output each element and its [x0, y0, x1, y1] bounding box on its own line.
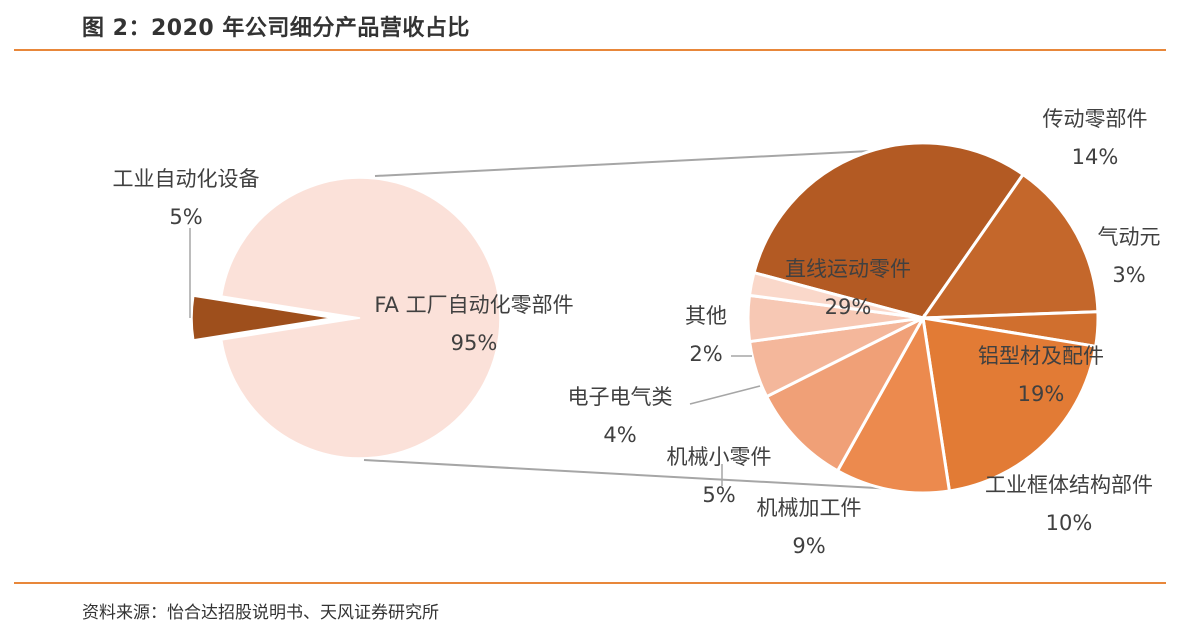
breakdown-6-name-label: 机械小零件	[667, 445, 772, 469]
breakdown-8-value-label: 2%	[689, 342, 722, 366]
breakdown-slice-0	[752, 141, 1026, 320]
data-labels: FA 工厂自动化零部件 95% 工业自动化设备 5% 直线运动零件 29% 传动零部件 14%…	[113, 107, 1161, 558]
leader-lines	[189, 228, 761, 486]
connector-top	[374, 146, 951, 177]
breakdown-5-value-label: 9%	[792, 534, 825, 558]
top-divider	[14, 49, 1166, 51]
breakdown-slice-8	[747, 270, 924, 320]
breakdown-2-name-label: 气动元	[1098, 225, 1161, 249]
breakdown-slice-5	[764, 314, 927, 473]
breakdown-8-name-label: 其他	[685, 304, 727, 328]
breakdown-pie	[746, 141, 1100, 495]
fa-parts-value-label: 95%	[451, 331, 498, 355]
breakdown-1-name-label: 传动零部件	[1043, 107, 1148, 131]
automation-equipment-name-label: 工业自动化设备	[113, 167, 260, 191]
chart-title: 图 2：2020 年公司细分产品营收占比	[82, 16, 470, 41]
automation-equipment-value-label: 5%	[169, 205, 202, 229]
main-slice-automation-equipment	[191, 295, 333, 341]
breakdown-1-value-label: 14%	[1072, 145, 1119, 169]
breakdown-5-name-label: 机械加工件	[757, 496, 862, 520]
breakdown-slice-3	[921, 316, 1098, 493]
breakdown-3-name-label: 铝型材及配件	[978, 344, 1104, 368]
source-note: 资料来源：怡合达招股说明书、天风证券研究所	[82, 603, 439, 623]
breakdown-4-name-label: 工业框体结构部件	[985, 473, 1153, 497]
breakdown-2-value-label: 3%	[1112, 263, 1145, 287]
bottom-divider	[14, 582, 1166, 584]
breakdown-slice-4	[835, 313, 952, 495]
connector-bottom	[363, 459, 913, 491]
breakdown-7-value-label: 4%	[603, 423, 636, 447]
breakdown-0-name-label: 直线运动零件	[785, 257, 911, 281]
connector-lines	[363, 146, 951, 491]
fa-parts-name-label: FA 工厂自动化零部件	[374, 293, 573, 317]
breakdown-6-value-label: 5%	[702, 483, 735, 507]
breakdown-7-name-label: 电子电气类	[568, 385, 673, 409]
main-pie	[191, 177, 501, 459]
electrical-leader-line	[689, 385, 761, 405]
breakdown-0-value-label: 29%	[825, 295, 872, 319]
breakdown-slice-1	[920, 172, 1100, 320]
main-slice-fa-parts	[220, 177, 501, 459]
breakdown-4-value-label: 10%	[1046, 511, 1093, 535]
breakdown-3-value-label: 19%	[1018, 382, 1065, 406]
